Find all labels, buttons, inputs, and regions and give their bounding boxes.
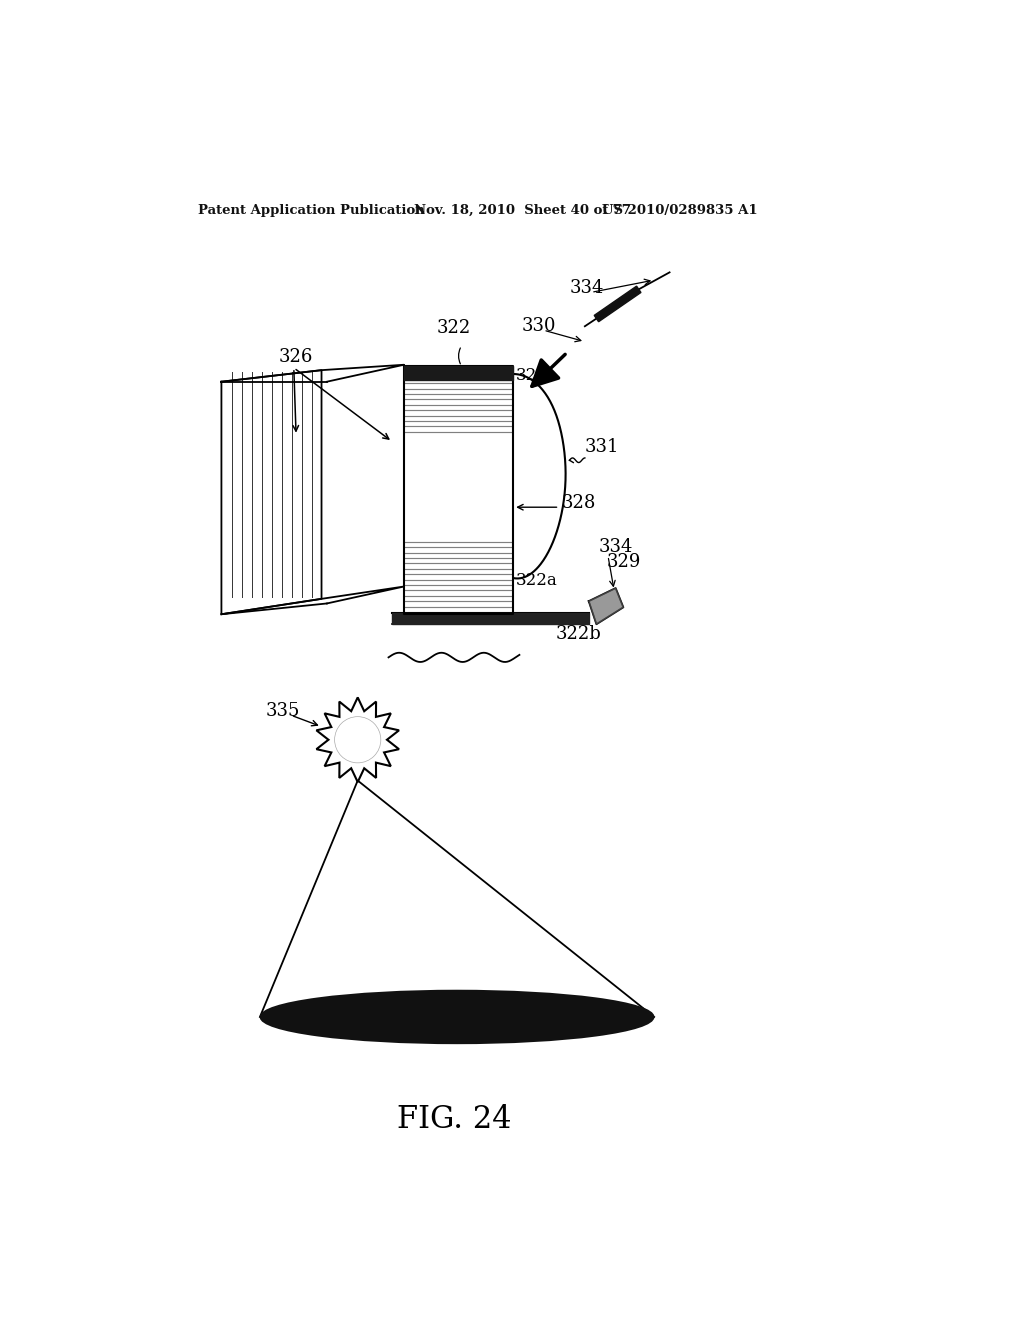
Text: 322a: 322a	[515, 572, 557, 589]
Text: US 2010/0289835 A1: US 2010/0289835 A1	[602, 205, 758, 218]
Text: 330: 330	[521, 317, 556, 335]
Polygon shape	[589, 589, 624, 624]
Text: 335: 335	[265, 702, 300, 721]
Polygon shape	[392, 612, 589, 624]
Text: 322b: 322b	[556, 626, 601, 643]
Text: 334: 334	[569, 279, 604, 297]
Text: 331: 331	[585, 438, 620, 457]
Text: 329: 329	[606, 553, 641, 570]
Circle shape	[335, 717, 381, 763]
Ellipse shape	[261, 991, 653, 1043]
Polygon shape	[403, 367, 513, 380]
Text: 322: 322	[437, 319, 471, 337]
Polygon shape	[316, 697, 399, 781]
Text: Patent Application Publication: Patent Application Publication	[199, 205, 425, 218]
Text: 326: 326	[279, 348, 312, 366]
Polygon shape	[594, 286, 641, 322]
Text: 334: 334	[599, 539, 633, 556]
Text: 328: 328	[562, 494, 596, 512]
Text: 322a: 322a	[515, 367, 557, 384]
Text: Nov. 18, 2010  Sheet 40 of 77: Nov. 18, 2010 Sheet 40 of 77	[414, 205, 631, 218]
Text: FIG. 24: FIG. 24	[396, 1104, 511, 1135]
